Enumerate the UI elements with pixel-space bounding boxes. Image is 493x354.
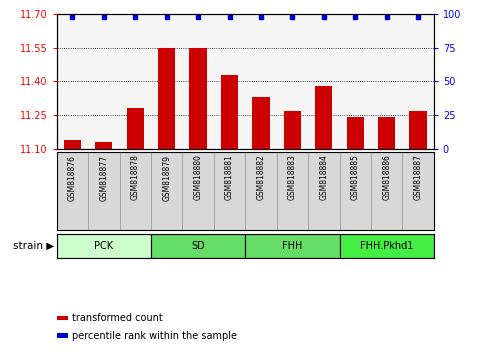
Bar bbox=[182, 152, 214, 230]
Text: FHH.Pkhd1: FHH.Pkhd1 bbox=[360, 241, 414, 251]
Point bbox=[257, 14, 265, 20]
Bar bbox=[315, 86, 332, 149]
Text: SD: SD bbox=[191, 241, 205, 251]
Text: GSM818878: GSM818878 bbox=[131, 155, 140, 200]
Bar bbox=[95, 142, 112, 149]
Text: GSM818887: GSM818887 bbox=[414, 155, 423, 200]
Bar bbox=[158, 48, 176, 149]
Bar bbox=[151, 152, 182, 230]
Text: GSM818885: GSM818885 bbox=[351, 155, 360, 200]
Bar bbox=[245, 152, 277, 230]
Text: GSM818880: GSM818880 bbox=[194, 155, 203, 200]
Bar bbox=[119, 152, 151, 230]
Text: GSM818876: GSM818876 bbox=[68, 155, 77, 201]
Point bbox=[69, 14, 76, 20]
Text: FHH: FHH bbox=[282, 241, 303, 251]
Point bbox=[320, 14, 328, 20]
Text: transformed count: transformed count bbox=[72, 313, 163, 323]
Bar bbox=[347, 117, 364, 149]
Bar bbox=[252, 97, 270, 149]
Text: GSM818879: GSM818879 bbox=[162, 155, 171, 201]
Point bbox=[226, 14, 234, 20]
Bar bbox=[57, 152, 88, 230]
Bar bbox=[189, 48, 207, 149]
Bar bbox=[410, 110, 427, 149]
Text: PCK: PCK bbox=[94, 241, 113, 251]
Bar bbox=[214, 152, 246, 230]
Bar bbox=[221, 75, 238, 149]
Bar bbox=[371, 152, 402, 230]
Point bbox=[163, 14, 171, 20]
Text: GSM818886: GSM818886 bbox=[382, 155, 391, 200]
Bar bbox=[340, 234, 434, 258]
Text: strain ▶: strain ▶ bbox=[13, 241, 54, 251]
Text: GSM818884: GSM818884 bbox=[319, 155, 328, 200]
Bar bbox=[402, 152, 434, 230]
Text: GSM818883: GSM818883 bbox=[288, 155, 297, 200]
Bar bbox=[245, 234, 340, 258]
Bar bbox=[88, 152, 119, 230]
Point bbox=[383, 14, 390, 20]
Bar bbox=[308, 152, 340, 230]
Text: GSM818882: GSM818882 bbox=[256, 155, 266, 200]
Point bbox=[100, 14, 108, 20]
Bar bbox=[340, 152, 371, 230]
Point bbox=[352, 14, 359, 20]
Bar bbox=[64, 140, 81, 149]
Point bbox=[194, 14, 202, 20]
Text: GSM818881: GSM818881 bbox=[225, 155, 234, 200]
Bar bbox=[151, 234, 245, 258]
Text: percentile rank within the sample: percentile rank within the sample bbox=[72, 331, 238, 341]
Bar bbox=[378, 117, 395, 149]
Point bbox=[288, 14, 296, 20]
Point bbox=[131, 14, 139, 20]
Bar bbox=[277, 152, 308, 230]
Bar bbox=[127, 108, 144, 149]
Text: GSM818877: GSM818877 bbox=[99, 155, 108, 201]
Point bbox=[414, 14, 422, 20]
Bar bbox=[57, 234, 151, 258]
Bar bbox=[284, 110, 301, 149]
